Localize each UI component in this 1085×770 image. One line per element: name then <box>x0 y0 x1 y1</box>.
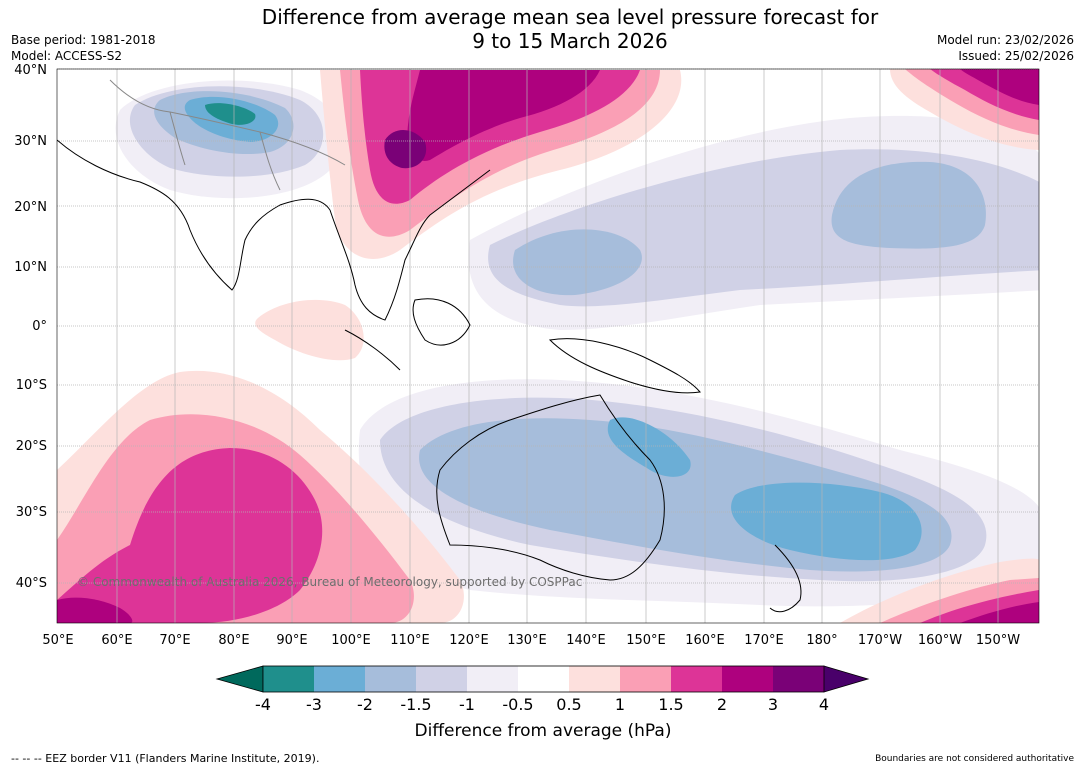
lon-label-130e: 130°E <box>507 633 547 648</box>
colorbar-segments <box>263 666 825 692</box>
map-title-line2: 9 to 15 March 2026 <box>472 29 668 53</box>
lon-label-170e: 170°E <box>744 633 784 648</box>
lat-label-30s: 30°S <box>16 505 47 520</box>
eez-border-note: -- -- -- EEZ border V11 (Flanders Marine… <box>11 752 320 765</box>
lat-label-40s: 40°S <box>16 576 47 591</box>
copyright-notice: © Commonwealth of Australia 2026, Bureau… <box>77 575 582 589</box>
coastline-borneo-sumatra <box>344 298 471 371</box>
lon-label-120e: 120°E <box>449 633 489 648</box>
colorbar-tick-9: 2 <box>717 695 727 714</box>
anomaly-positive-south-indian-strong <box>57 448 323 623</box>
lat-label-20s: 20°S <box>16 439 47 454</box>
coastline-southeast-asia <box>329 169 491 321</box>
colorbar-segment-6 <box>569 666 621 692</box>
lon-label-180: 180° <box>806 633 837 648</box>
country-borders <box>109 79 346 191</box>
lat-label-20n: 20°N <box>14 200 47 215</box>
issued-label: Issued: 25/02/2026 <box>958 49 1074 63</box>
anomaly-positive-ne-core <box>960 69 1039 105</box>
anomaly-positive-se-core <box>960 602 1039 623</box>
lon-label-110e: 110°E <box>390 633 430 648</box>
colorbar-segment-3 <box>416 666 468 692</box>
anomaly-negative-coral-core <box>607 417 691 477</box>
meta-right: Model run: 23/02/2026 Issued: 25/02/2026 <box>937 32 1074 64</box>
anomaly-negative-hawaii-core <box>831 161 986 249</box>
colorbar-title: Difference from average (hPa) <box>415 721 672 741</box>
colorbar-over-triangle <box>823 665 870 693</box>
colorbar-segment-2 <box>365 666 417 692</box>
colorbar-tick-3: -1.5 <box>400 695 431 714</box>
colorbar-segment-9 <box>722 666 774 692</box>
lat-label-10n: 10°N <box>14 260 47 275</box>
anomaly-positive-south-indian-core <box>57 597 133 623</box>
model-run-label: Model run: 23/02/2026 <box>936 33 1074 47</box>
colorbar-segment-4 <box>467 666 519 692</box>
colorbar-tick-1: -3 <box>306 695 322 714</box>
lat-label-10s: 10°S <box>16 378 47 393</box>
lat-label-equator: 0° <box>32 319 47 334</box>
colorbar-segment-1 <box>314 666 366 692</box>
lon-label-160e: 160°E <box>685 633 725 648</box>
map-panel <box>56 68 1040 624</box>
colorbar-tick-7: 1 <box>615 695 625 714</box>
colorbar-ticks: -4 -3 -2 -1.5 -1 -0.5 0.5 1 1.5 2 3 4 <box>255 695 829 714</box>
map-title: Difference from average mean sea level p… <box>170 5 970 53</box>
colorbar-segment-10 <box>773 666 825 692</box>
borders-south-asia <box>109 79 346 191</box>
colorbar-tick-4: -1 <box>459 695 475 714</box>
model-label: Model: ACCESS-S2 <box>11 49 123 63</box>
lon-label-60e: 60°E <box>101 633 132 648</box>
anomaly-negative-tasman-core <box>731 482 922 561</box>
colorbar-tick-11: 4 <box>819 695 829 714</box>
colorbar-tick-0: -4 <box>255 695 271 714</box>
lat-label-30n: 30°N <box>14 134 47 149</box>
anomaly-negative-pacific-core <box>513 229 642 296</box>
lon-label-70e: 70°E <box>159 633 190 648</box>
lon-label-50e: 50°E <box>42 633 73 648</box>
base-period-label: Base period: 1981-2018 <box>11 33 156 47</box>
anomaly-positive-east-asia-peak <box>384 130 427 169</box>
colorbar-tick-10: 3 <box>768 695 778 714</box>
coastlines <box>57 139 802 613</box>
lon-label-90e: 90°E <box>276 633 307 648</box>
anomaly-positive-east-asia-core <box>407 70 600 161</box>
lat-label-40n: 40°N <box>14 63 47 78</box>
lon-label-150w: 150°W <box>976 633 1020 648</box>
boundaries-note: Boundaries are not considered authoritat… <box>875 754 1074 764</box>
longitude-axis: 50°E 60°E 70°E 80°E 90°E 100°E 110°E 120… <box>42 633 1020 648</box>
coastline-india <box>57 139 331 291</box>
latitude-axis: 40°N 30°N 20°N 10°N 0° 10°S 20°S 30°S 40… <box>14 63 47 591</box>
colorbar-tick-5: -0.5 <box>502 695 533 714</box>
colorbar-outline <box>262 665 825 693</box>
colorbar-tick-6: 0.5 <box>556 695 581 714</box>
lon-label-160w: 160°W <box>918 633 962 648</box>
coastline-australia <box>436 394 665 581</box>
lon-label-100e: 100°E <box>331 633 371 648</box>
map-title-line1: Difference from average mean sea level p… <box>261 5 879 29</box>
lon-label-140e: 140°E <box>566 633 606 648</box>
lon-label-80e: 80°E <box>218 633 249 648</box>
anomaly-positive-indian-equatorial <box>255 299 364 361</box>
coastline-new-guinea <box>548 338 701 394</box>
colorbar-under-triangle <box>215 665 264 693</box>
meta-left: Base period: 1981-2018 Model: ACCESS-S2 <box>11 32 156 64</box>
anomaly-negative-himalaya-peak <box>205 103 256 125</box>
colorbar-tick-8: 1.5 <box>658 695 683 714</box>
lon-label-150e: 150°E <box>626 633 666 648</box>
colorbar-segment-5 <box>518 666 570 692</box>
colorbar-segment-0 <box>263 666 315 692</box>
colorbar <box>215 665 870 693</box>
lon-label-170w: 170°W <box>858 633 902 648</box>
map-frame <box>56 68 1040 624</box>
coastline-new-zealand <box>769 544 802 613</box>
colorbar-tick-2: -2 <box>357 695 373 714</box>
colorbar-segment-8 <box>671 666 723 692</box>
colorbar-segment-7 <box>620 666 672 692</box>
pressure-anomaly-field <box>57 69 1039 623</box>
